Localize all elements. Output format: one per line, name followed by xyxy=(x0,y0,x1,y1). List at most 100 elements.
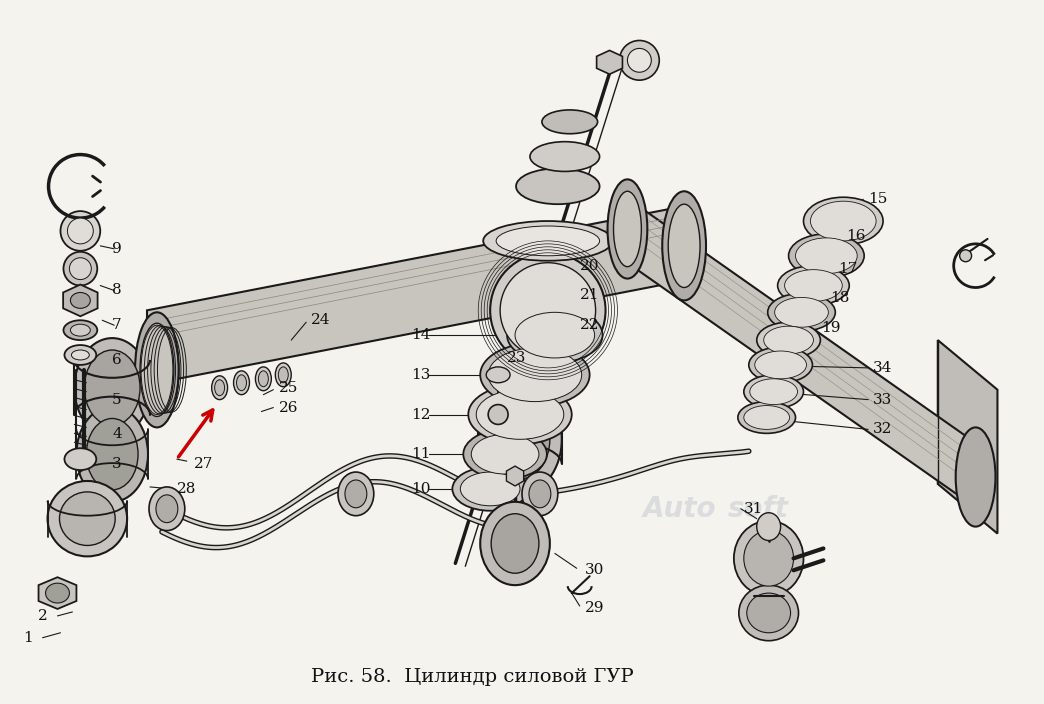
Polygon shape xyxy=(624,196,977,509)
Ellipse shape xyxy=(215,379,224,396)
Ellipse shape xyxy=(256,367,271,391)
Ellipse shape xyxy=(478,385,562,494)
Ellipse shape xyxy=(749,347,812,383)
Text: 33: 33 xyxy=(873,393,893,407)
Polygon shape xyxy=(596,51,622,74)
Ellipse shape xyxy=(785,270,843,301)
Ellipse shape xyxy=(469,385,572,444)
Text: 11: 11 xyxy=(411,447,430,461)
Ellipse shape xyxy=(743,406,789,429)
Ellipse shape xyxy=(750,379,798,405)
Ellipse shape xyxy=(338,472,374,516)
Ellipse shape xyxy=(530,142,599,172)
Ellipse shape xyxy=(64,320,97,340)
Ellipse shape xyxy=(757,513,781,541)
Ellipse shape xyxy=(489,348,582,401)
Ellipse shape xyxy=(608,180,647,279)
Ellipse shape xyxy=(64,252,97,286)
Text: 12: 12 xyxy=(411,408,430,422)
Polygon shape xyxy=(63,284,97,316)
Ellipse shape xyxy=(480,343,590,407)
Ellipse shape xyxy=(279,367,288,383)
Ellipse shape xyxy=(156,495,177,522)
Ellipse shape xyxy=(764,326,813,354)
Ellipse shape xyxy=(955,427,996,527)
Text: 18: 18 xyxy=(830,291,850,306)
Text: 22: 22 xyxy=(579,318,599,332)
Ellipse shape xyxy=(614,191,641,267)
Text: Auto: Auto xyxy=(642,495,716,523)
Text: soft: soft xyxy=(729,495,789,523)
Ellipse shape xyxy=(738,401,796,434)
Ellipse shape xyxy=(507,308,602,363)
Text: 30: 30 xyxy=(585,563,604,577)
Text: 2: 2 xyxy=(38,609,48,623)
Text: 26: 26 xyxy=(280,401,299,415)
Ellipse shape xyxy=(755,351,806,379)
Ellipse shape xyxy=(767,294,835,331)
Ellipse shape xyxy=(743,531,793,586)
Ellipse shape xyxy=(276,363,291,386)
Ellipse shape xyxy=(48,481,127,556)
Ellipse shape xyxy=(68,218,93,244)
Text: 25: 25 xyxy=(280,381,299,395)
Ellipse shape xyxy=(74,338,150,437)
Ellipse shape xyxy=(71,350,90,360)
Text: 31: 31 xyxy=(743,502,763,516)
Text: 16: 16 xyxy=(847,229,865,243)
Ellipse shape xyxy=(487,367,511,383)
Ellipse shape xyxy=(788,234,864,277)
Text: 19: 19 xyxy=(822,321,840,335)
Polygon shape xyxy=(506,466,524,486)
Ellipse shape xyxy=(464,429,547,479)
Text: 4: 4 xyxy=(112,427,122,441)
Ellipse shape xyxy=(259,371,268,386)
Ellipse shape xyxy=(76,407,148,502)
Ellipse shape xyxy=(452,467,528,510)
Ellipse shape xyxy=(70,292,91,308)
Text: 27: 27 xyxy=(194,457,213,471)
Ellipse shape xyxy=(87,418,138,490)
Text: 24: 24 xyxy=(311,313,331,327)
Text: 15: 15 xyxy=(869,192,887,206)
Ellipse shape xyxy=(345,480,366,508)
Text: 28: 28 xyxy=(176,482,196,496)
Ellipse shape xyxy=(491,514,539,573)
Ellipse shape xyxy=(959,250,972,262)
Text: 6: 6 xyxy=(112,353,122,367)
Polygon shape xyxy=(938,340,997,534)
Ellipse shape xyxy=(739,585,799,641)
Text: Рис. 58.  Цилиндр силовой ГУР: Рис. 58. Цилиндр силовой ГУР xyxy=(311,668,634,686)
Text: 29: 29 xyxy=(585,601,604,615)
Text: 10: 10 xyxy=(411,482,430,496)
Ellipse shape xyxy=(746,593,790,633)
Ellipse shape xyxy=(496,226,599,256)
Ellipse shape xyxy=(668,204,701,287)
Ellipse shape xyxy=(483,221,613,260)
Ellipse shape xyxy=(234,371,250,395)
Text: 9: 9 xyxy=(112,241,122,256)
Ellipse shape xyxy=(460,472,520,505)
Ellipse shape xyxy=(65,345,96,365)
Ellipse shape xyxy=(149,487,185,531)
Ellipse shape xyxy=(662,191,706,301)
Ellipse shape xyxy=(810,201,876,241)
Text: 3: 3 xyxy=(112,457,122,471)
Ellipse shape xyxy=(480,502,550,585)
Text: 23: 23 xyxy=(507,351,526,365)
Ellipse shape xyxy=(734,521,804,596)
Ellipse shape xyxy=(516,168,599,204)
Ellipse shape xyxy=(757,322,821,358)
Ellipse shape xyxy=(515,313,595,358)
Ellipse shape xyxy=(775,297,828,327)
Polygon shape xyxy=(39,577,76,609)
Text: 21: 21 xyxy=(579,289,599,303)
Ellipse shape xyxy=(491,400,550,479)
Ellipse shape xyxy=(491,253,606,368)
Ellipse shape xyxy=(489,405,508,425)
Ellipse shape xyxy=(85,350,140,425)
Text: 14: 14 xyxy=(411,328,430,342)
Ellipse shape xyxy=(778,265,849,306)
Ellipse shape xyxy=(627,49,651,73)
Text: 34: 34 xyxy=(873,361,893,375)
